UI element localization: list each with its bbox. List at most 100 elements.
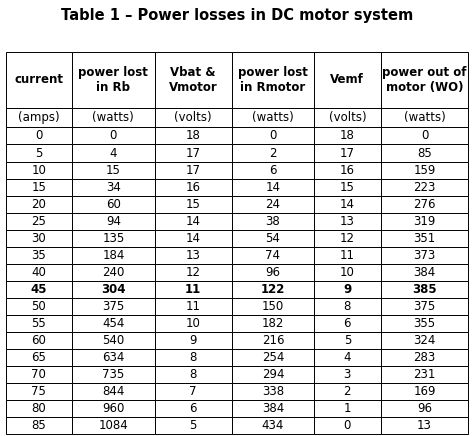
Text: 18: 18 bbox=[186, 129, 201, 143]
Text: 240: 240 bbox=[102, 266, 125, 279]
Bar bbox=[232, 247, 314, 264]
Text: 12: 12 bbox=[186, 266, 201, 279]
Bar bbox=[314, 108, 381, 127]
Text: 0: 0 bbox=[344, 419, 351, 432]
Bar bbox=[155, 127, 232, 144]
Bar bbox=[232, 161, 314, 178]
Text: 355: 355 bbox=[413, 317, 436, 330]
Bar bbox=[6, 213, 72, 230]
Bar bbox=[6, 332, 72, 349]
Text: 276: 276 bbox=[413, 198, 436, 211]
Text: 85: 85 bbox=[32, 419, 46, 432]
Bar bbox=[155, 349, 232, 366]
Text: 6: 6 bbox=[190, 402, 197, 415]
Text: 15: 15 bbox=[31, 181, 46, 194]
Bar bbox=[232, 383, 314, 400]
Bar bbox=[72, 366, 155, 383]
Bar bbox=[6, 230, 72, 247]
Bar bbox=[6, 247, 72, 264]
Text: 8: 8 bbox=[190, 351, 197, 364]
Text: 54: 54 bbox=[265, 232, 280, 245]
Bar bbox=[232, 196, 314, 213]
Bar bbox=[6, 417, 72, 434]
Bar bbox=[6, 264, 72, 281]
Text: 319: 319 bbox=[413, 215, 436, 228]
Bar bbox=[155, 281, 232, 298]
Bar bbox=[381, 315, 468, 332]
Bar bbox=[155, 400, 232, 417]
Text: 13: 13 bbox=[186, 249, 201, 262]
Bar bbox=[314, 178, 381, 196]
Bar bbox=[381, 213, 468, 230]
Bar bbox=[314, 417, 381, 434]
Text: (volts): (volts) bbox=[328, 111, 366, 124]
Bar bbox=[232, 332, 314, 349]
Text: 3: 3 bbox=[344, 368, 351, 381]
Bar bbox=[72, 315, 155, 332]
Bar bbox=[381, 349, 468, 366]
Text: 96: 96 bbox=[265, 266, 281, 279]
Bar bbox=[6, 298, 72, 315]
Bar bbox=[381, 127, 468, 144]
Text: 294: 294 bbox=[262, 368, 284, 381]
Bar bbox=[72, 332, 155, 349]
Bar bbox=[232, 366, 314, 383]
Text: 385: 385 bbox=[412, 283, 437, 296]
Bar bbox=[6, 196, 72, 213]
Text: 135: 135 bbox=[102, 232, 125, 245]
Bar bbox=[314, 213, 381, 230]
Bar bbox=[155, 144, 232, 161]
Bar bbox=[6, 315, 72, 332]
Text: 94: 94 bbox=[106, 215, 121, 228]
Text: 216: 216 bbox=[262, 334, 284, 347]
Bar bbox=[314, 281, 381, 298]
Text: 540: 540 bbox=[102, 334, 125, 347]
Bar bbox=[232, 230, 314, 247]
Text: 384: 384 bbox=[262, 402, 284, 415]
Bar bbox=[232, 349, 314, 366]
Text: 304: 304 bbox=[101, 283, 126, 296]
Text: Vemf: Vemf bbox=[330, 74, 365, 86]
Bar bbox=[155, 298, 232, 315]
Text: 14: 14 bbox=[186, 232, 201, 245]
Bar bbox=[381, 108, 468, 127]
Text: (volts): (volts) bbox=[174, 111, 212, 124]
Text: 150: 150 bbox=[262, 300, 284, 313]
Text: 9: 9 bbox=[343, 283, 351, 296]
Text: 14: 14 bbox=[186, 215, 201, 228]
Bar bbox=[72, 161, 155, 178]
Bar bbox=[232, 400, 314, 417]
Bar bbox=[381, 264, 468, 281]
Bar bbox=[381, 178, 468, 196]
Text: 2: 2 bbox=[344, 385, 351, 398]
Bar bbox=[314, 400, 381, 417]
Text: 85: 85 bbox=[417, 146, 432, 160]
Bar bbox=[155, 108, 232, 127]
Text: 40: 40 bbox=[31, 266, 46, 279]
Text: 254: 254 bbox=[262, 351, 284, 364]
Text: 2: 2 bbox=[269, 146, 277, 160]
Bar bbox=[314, 298, 381, 315]
Bar bbox=[155, 178, 232, 196]
Bar bbox=[155, 417, 232, 434]
Text: Table 1 – Power losses in DC motor system: Table 1 – Power losses in DC motor syste… bbox=[61, 8, 413, 23]
Bar bbox=[155, 213, 232, 230]
Bar bbox=[314, 349, 381, 366]
Bar bbox=[381, 144, 468, 161]
Text: 15: 15 bbox=[186, 198, 201, 211]
Text: power lost
in Rb: power lost in Rb bbox=[78, 66, 148, 94]
Bar bbox=[6, 127, 72, 144]
Bar bbox=[6, 366, 72, 383]
Text: 373: 373 bbox=[413, 249, 436, 262]
Text: 454: 454 bbox=[102, 317, 125, 330]
Text: 8: 8 bbox=[344, 300, 351, 313]
Bar bbox=[314, 332, 381, 349]
Bar bbox=[381, 400, 468, 417]
Bar bbox=[155, 230, 232, 247]
Text: 434: 434 bbox=[262, 419, 284, 432]
Bar bbox=[72, 178, 155, 196]
Bar bbox=[232, 108, 314, 127]
Bar bbox=[6, 108, 72, 127]
Bar bbox=[72, 196, 155, 213]
Bar bbox=[381, 161, 468, 178]
